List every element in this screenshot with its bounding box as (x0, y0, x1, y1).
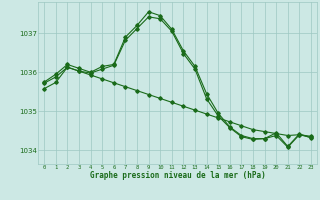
X-axis label: Graphe pression niveau de la mer (hPa): Graphe pression niveau de la mer (hPa) (90, 171, 266, 180)
